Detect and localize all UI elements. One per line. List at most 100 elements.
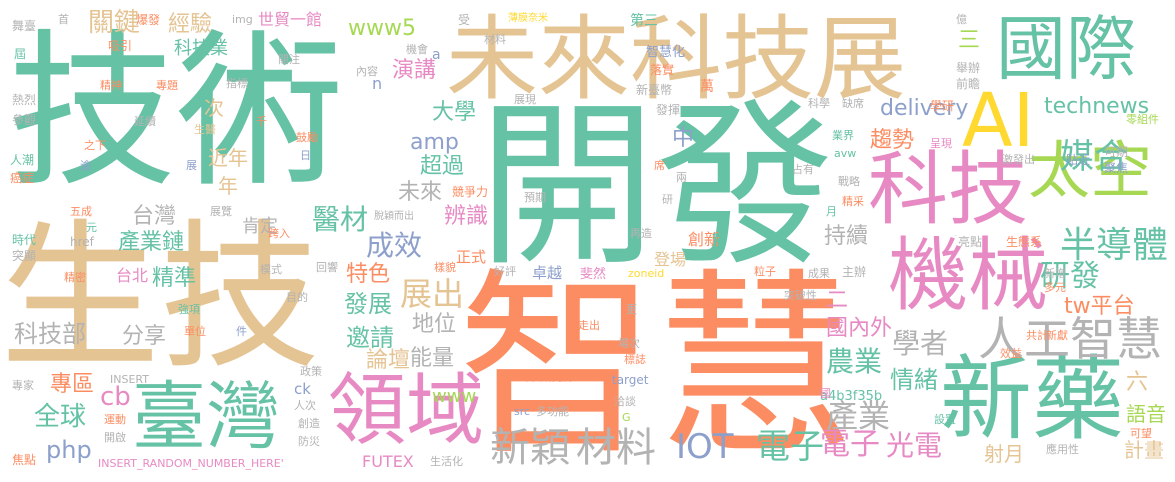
word: 焦點 <box>12 453 37 467</box>
word: delivery <box>880 96 969 121</box>
word: 學者 <box>892 327 949 360</box>
word: 未來 <box>398 180 443 205</box>
word: 突破性 <box>784 289 817 302</box>
word: 人次 <box>294 399 316 412</box>
word: 台灣 <box>132 204 177 229</box>
word: www <box>432 386 477 407</box>
word: a <box>432 47 441 63</box>
word: 持續 <box>824 224 869 249</box>
word: amp <box>410 130 459 155</box>
word: ck <box>294 380 311 398</box>
word: 國 <box>820 387 831 400</box>
word: avw <box>834 147 857 160</box>
word: 再造 <box>630 227 652 240</box>
word: 強項 <box>178 303 200 316</box>
word: 精神 <box>100 79 122 92</box>
word: 技術 <box>8 14 344 210</box>
word: 時代 <box>12 233 37 247</box>
word: 成果 <box>808 267 830 280</box>
word: 參觀 <box>12 113 37 127</box>
word: 生態系 <box>1006 235 1043 249</box>
word: 單位 <box>184 325 206 338</box>
word: 智慧 <box>458 251 854 482</box>
word: 元 <box>86 221 97 234</box>
word: 太空 <box>1028 134 1153 207</box>
word: 席 <box>654 159 665 172</box>
word: 機械 <box>888 229 1048 322</box>
word: 智慧化 <box>646 45 686 60</box>
word: 爆發 <box>136 13 161 27</box>
word: 新臺幣 <box>636 83 673 97</box>
word: cb <box>100 382 131 412</box>
word: 人工智慧 <box>978 312 1162 366</box>
word: 模式 <box>260 263 282 276</box>
word: 精采 <box>842 195 864 208</box>
word: 預期 <box>524 191 546 204</box>
word: 新增 <box>1044 267 1066 280</box>
word: 聚焦 <box>1104 161 1129 175</box>
word: 關注 <box>278 53 300 66</box>
word: 回響 <box>316 261 338 274</box>
word: php <box>46 436 92 464</box>
word: 國內外 <box>826 316 893 341</box>
word: IOT <box>676 427 734 467</box>
word: 開啟 <box>104 431 126 444</box>
word: 關鍵 <box>88 8 141 38</box>
word: 發揮 <box>656 103 681 117</box>
word: 抗 <box>712 231 723 244</box>
word: 前瞻 <box>956 77 981 91</box>
word: 新藥 <box>940 346 1125 453</box>
word: 專題 <box>156 79 178 92</box>
word: 登場 <box>654 250 687 269</box>
word: 人潮 <box>10 153 35 167</box>
word: 創新 <box>688 230 721 249</box>
word: 第三 <box>630 13 658 29</box>
word: 政策 <box>300 365 322 378</box>
word: 開發 <box>478 83 834 290</box>
word: 科技業 <box>174 38 228 59</box>
word: 屆 <box>14 47 27 61</box>
word: 兩 <box>676 171 687 184</box>
word: 趨勢 <box>870 128 915 153</box>
word: 研發 <box>1040 259 1100 294</box>
word: 射月 <box>984 442 1024 466</box>
word: 吸引 <box>108 39 133 53</box>
word: 展出 <box>400 275 465 313</box>
word: 中央研究院 <box>522 373 572 384</box>
word: 年 <box>218 174 238 198</box>
word: 之下 <box>84 139 106 152</box>
word: 熱烈 <box>12 93 37 107</box>
word: 發展 <box>344 290 392 318</box>
word: 效益 <box>1000 347 1022 360</box>
word: 材料 <box>484 33 506 46</box>
word: www5 <box>348 16 416 41</box>
word: AI <box>962 78 1035 164</box>
word: 展覽 <box>210 205 232 218</box>
word: INSERT <box>110 373 149 386</box>
word: 防災 <box>298 435 320 448</box>
word: 展 <box>186 159 197 172</box>
word: 標誌 <box>624 353 646 366</box>
word: 分享 <box>122 324 167 349</box>
word: 臺灣 <box>132 374 280 460</box>
word: 可期 <box>1104 145 1129 159</box>
word: 生活化 <box>430 455 463 468</box>
word: 國際 <box>996 8 1136 90</box>
word: 台北 <box>116 266 149 285</box>
word: 多功能 <box>536 405 569 418</box>
word: 延續 <box>134 115 156 128</box>
word: a4b3f35b <box>820 389 883 404</box>
word: 醫材 <box>312 203 369 236</box>
word: 運動 <box>104 413 126 426</box>
word: 月 <box>826 205 837 218</box>
word: 光電 <box>886 429 943 462</box>
word: 計畫 <box>1124 438 1164 462</box>
word: 缺席 <box>842 97 864 110</box>
word: 呈現 <box>930 137 952 150</box>
word: 媒合 <box>1060 137 1128 177</box>
word: 卓越 <box>532 264 563 282</box>
word: 科技部 <box>14 320 86 348</box>
word: 斐然 <box>580 267 607 282</box>
word: 突顯 <box>12 249 37 263</box>
